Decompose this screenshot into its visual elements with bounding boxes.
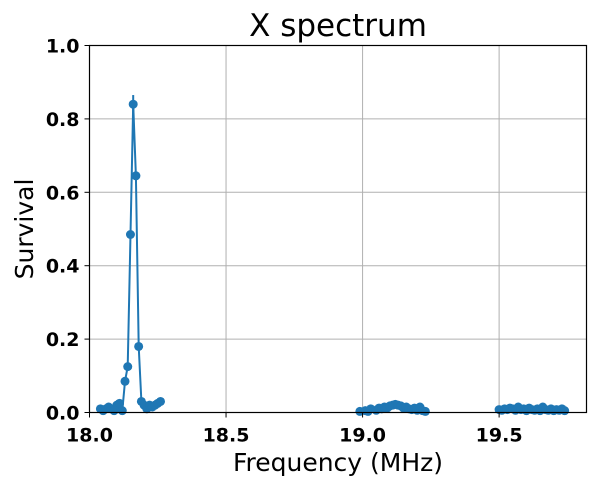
data-point [115,398,125,408]
y-tick-label: 0.0 [46,403,80,425]
x-tick-label: 18.5 [203,425,250,447]
x-tick-label: 19.5 [476,425,523,447]
y-tick-label: 0.6 [46,182,80,204]
chart-title: X spectrum [249,8,427,44]
x-axis-ticks: 18.0 18.5 19.0 19.5 [66,412,523,447]
data-point [156,396,165,406]
series-group [355,399,430,416]
data-point [125,230,135,240]
y-tick-label: 0.2 [46,329,80,351]
data-point [134,341,144,351]
data-point [560,406,570,416]
plot-frame [88,44,588,414]
y-axis-ticks: 0.0 0.2 0.4 0.6 0.8 1.0 [46,36,90,425]
data-point [131,171,141,181]
y-tick-label: 0.8 [46,109,80,131]
data-point [120,376,130,386]
data-point [123,362,133,372]
y-tick-label: 0.4 [46,256,80,278]
y-axis-label: Survival [10,179,39,280]
x-tick-label: 19.0 [339,425,386,447]
data-series [95,95,570,416]
x-axis-label: Frequency (MHz) [233,448,443,477]
x-tick-label: 18.0 [66,425,113,447]
series-group [95,95,165,416]
series-group [494,402,570,416]
grid [89,45,587,413]
data-point [128,99,138,109]
data-point [117,406,127,416]
y-tick-label: 1.0 [46,36,80,58]
data-point [420,406,430,416]
